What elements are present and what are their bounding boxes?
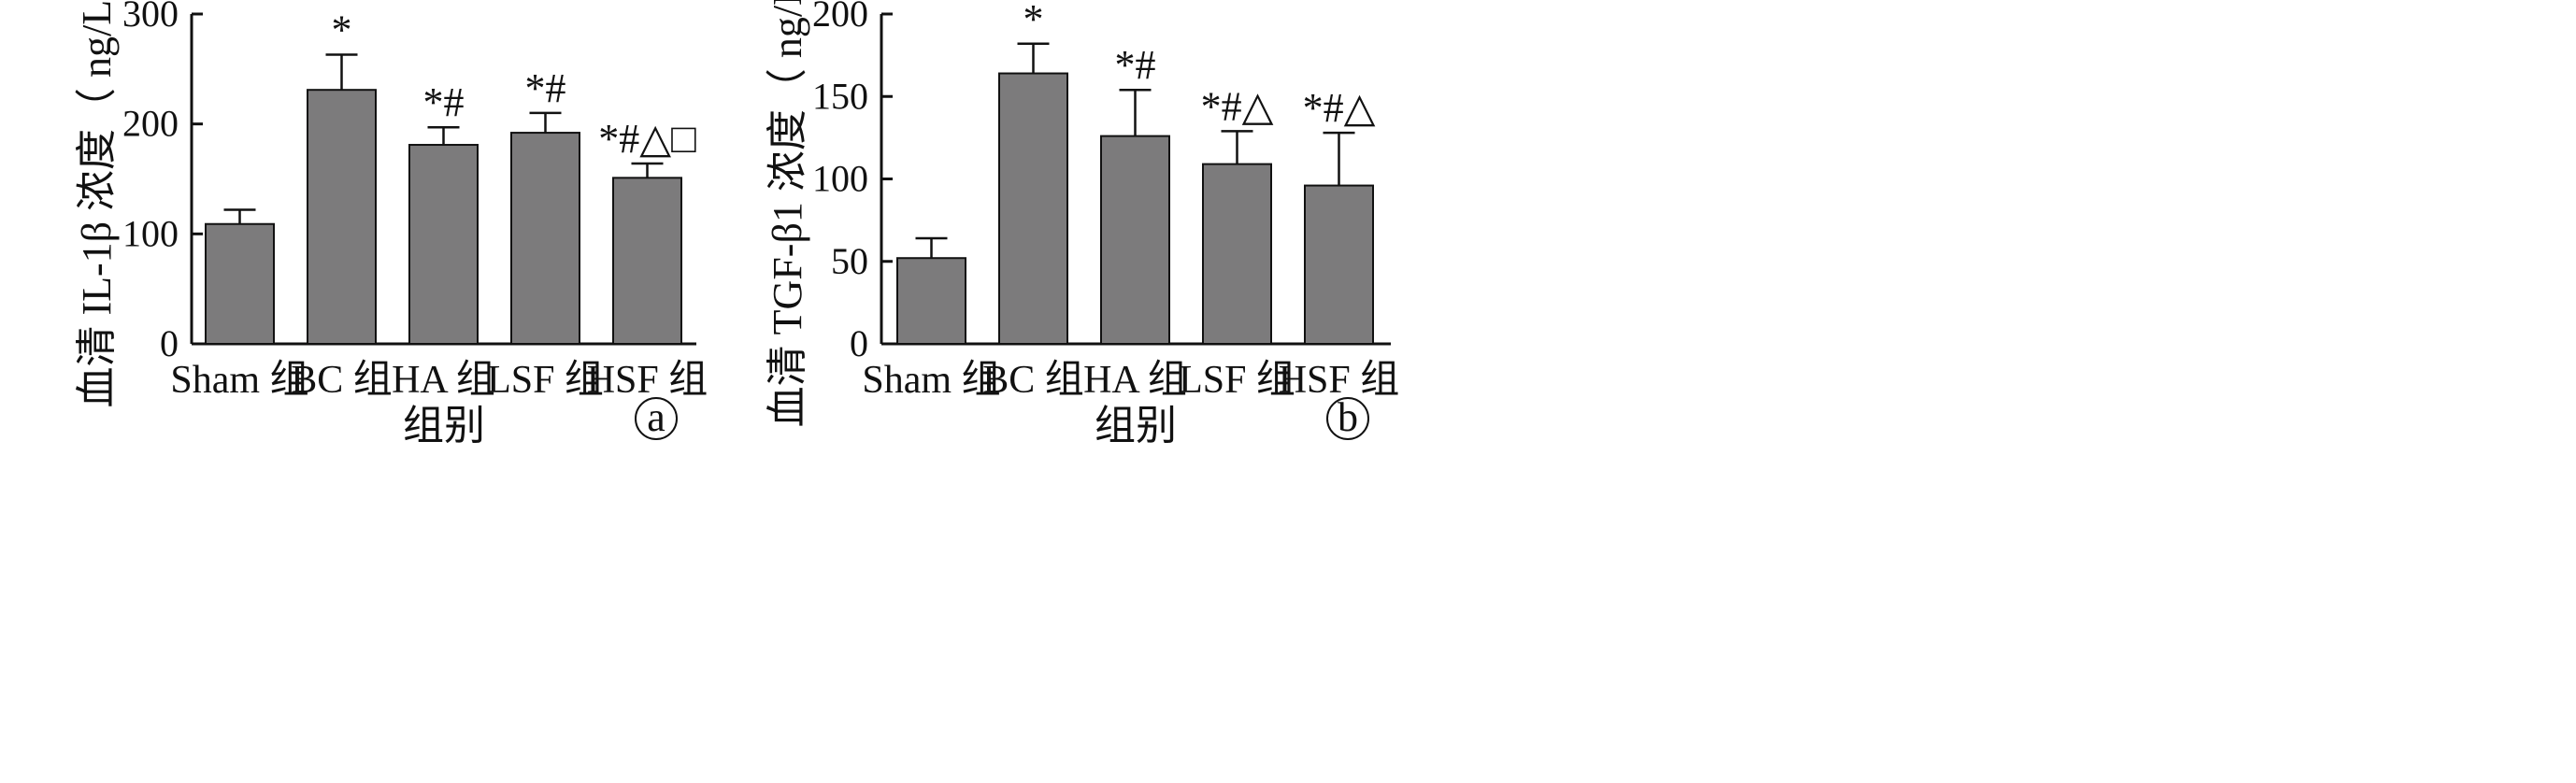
y-tick-label: 100 (812, 158, 868, 200)
category-label: LSF 组 (487, 359, 604, 402)
category-label: HA 组 (1083, 359, 1187, 402)
significance-label: * (332, 7, 352, 53)
panel-label-circle (635, 397, 678, 440)
bar (408, 144, 479, 345)
panel-label: a (647, 394, 665, 440)
y-axis-title: 血清 TGF-β1 浓度（ ng/L ） (765, 0, 810, 427)
y-tick-label: 100 (122, 212, 179, 254)
y-tick-label: 0 (850, 322, 868, 364)
category-label: LSF 组 (1179, 359, 1295, 402)
y-tick-label: 50 (831, 240, 868, 282)
y-tick-label: 150 (812, 75, 868, 117)
significance-label: *#△ (1201, 83, 1274, 129)
y-tick-label: 300 (122, 0, 179, 35)
bar (1304, 184, 1374, 345)
bar (1100, 135, 1170, 345)
category-label: HSF 组 (587, 359, 708, 402)
y-axis-title: 血清 IL-1β 浓度（ ng/L ） (74, 0, 120, 408)
bar (1202, 163, 1272, 345)
y-tick-label: 0 (160, 322, 179, 364)
bar (998, 72, 1068, 345)
category-label: HSF 组 (1279, 359, 1400, 402)
panel-b-tgfb1-chart: 0 50 100 150 200 Sham 组 * BC 组 *# HA 组 *#△ LSF 组 *#△… (765, 0, 1399, 448)
significance-label: *# (1115, 42, 1156, 88)
significance-label: *#△□ (598, 116, 696, 162)
bar (896, 257, 966, 345)
y-tick-label: 200 (122, 103, 179, 145)
bar (510, 132, 580, 345)
bar (612, 177, 682, 345)
bar (307, 89, 377, 345)
category-label: Sham 组 (862, 359, 1000, 402)
category-label: BC 组 (291, 359, 393, 402)
x-axis-title: 组别 (403, 403, 485, 448)
category-label: HA 组 (392, 359, 495, 402)
panel-label-circle (1326, 397, 1369, 440)
significance-label: * (1023, 0, 1044, 42)
category-label: Sham 组 (170, 359, 308, 402)
category-label: BC 组 (982, 359, 1084, 402)
bar (205, 222, 275, 345)
significance-label: *#△ (1303, 85, 1376, 131)
panel-label: b (1338, 394, 1358, 440)
x-axis-title: 组别 (1095, 403, 1177, 448)
y-tick-label: 200 (812, 0, 868, 35)
significance-label: *# (423, 79, 465, 125)
significance-label: *# (525, 65, 566, 111)
panel-a-il1b-chart: 0 100 200 300 Sham 组 * BC 组 *# HA 组 *# LSF 组 *#△□ HS… (74, 0, 708, 448)
